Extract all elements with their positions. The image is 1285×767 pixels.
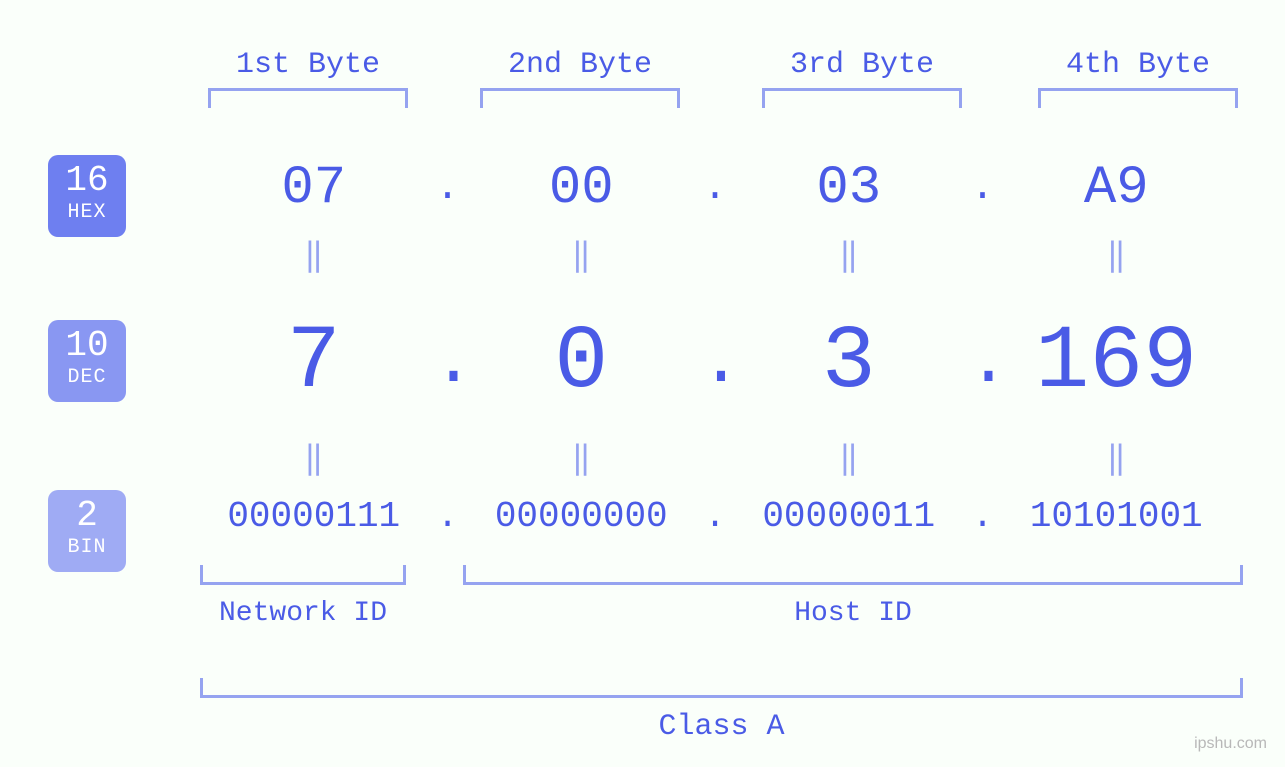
ip-diagram: 1st Byte 2nd Byte 3rd Byte 4th Byte 16 H… (0, 0, 1285, 767)
dec-byte-2: 0 (463, 312, 701, 414)
equals-icon: ‖ (998, 235, 1236, 275)
equals-icon: ‖ (463, 235, 701, 275)
byte-bracket-3 (762, 88, 962, 108)
byte-bracket-1 (208, 88, 408, 108)
class-label: Class A (200, 710, 1243, 744)
bin-byte-4: 10101001 (998, 496, 1236, 537)
dot-icon: . (700, 166, 730, 211)
dot-icon: . (968, 166, 998, 211)
base-badge-bin: 2 BIN (48, 490, 126, 572)
host-bracket (463, 565, 1243, 585)
hex-byte-3: 03 (730, 158, 968, 219)
dot-icon: . (968, 324, 998, 403)
bin-byte-1: 00000111 (195, 496, 433, 537)
base-badge-hex: 16 HEX (48, 155, 126, 237)
equals-row-1: ‖ ‖ ‖ ‖ (195, 235, 1235, 275)
byte-title-3: 3rd Byte (752, 48, 972, 82)
base-num-hex: 16 (48, 163, 126, 199)
base-name-hex: HEX (48, 201, 126, 224)
bin-byte-2: 00000000 (463, 496, 701, 537)
equals-icon: ‖ (730, 235, 968, 275)
dot-icon: . (433, 166, 463, 211)
byte-bracket-4 (1038, 88, 1238, 108)
dec-row: 7 . 0 . 3 . 169 (195, 312, 1235, 414)
base-name-bin: BIN (48, 536, 126, 559)
host-label: Host ID (463, 598, 1243, 629)
network-bracket (200, 565, 406, 585)
hex-row: 07 . 00 . 03 . A9 (195, 158, 1235, 219)
byte-title-1: 1st Byte (198, 48, 418, 82)
hex-byte-2: 00 (463, 158, 701, 219)
equals-icon: ‖ (463, 438, 701, 478)
hex-byte-4: A9 (998, 158, 1236, 219)
byte-bracket-2 (480, 88, 680, 108)
equals-icon: ‖ (730, 438, 968, 478)
dot-icon: . (433, 496, 463, 537)
hex-byte-1: 07 (195, 158, 433, 219)
equals-icon: ‖ (195, 438, 433, 478)
dot-icon: . (433, 324, 463, 403)
bin-row: 00000111 . 00000000 . 00000011 . 1010100… (195, 496, 1235, 537)
base-num-dec: 10 (48, 328, 126, 364)
dot-icon: . (968, 496, 998, 537)
equals-row-2: ‖ ‖ ‖ ‖ (195, 438, 1235, 478)
network-label: Network ID (200, 598, 406, 629)
byte-title-2: 2nd Byte (470, 48, 690, 82)
class-bracket (200, 678, 1243, 698)
bin-byte-3: 00000011 (730, 496, 968, 537)
dec-byte-3: 3 (730, 312, 968, 414)
base-num-bin: 2 (48, 498, 126, 534)
base-name-dec: DEC (48, 366, 126, 389)
dec-byte-4: 169 (998, 312, 1236, 414)
watermark: ipshu.com (1194, 735, 1267, 753)
dot-icon: . (700, 324, 730, 403)
base-badge-dec: 10 DEC (48, 320, 126, 402)
byte-title-4: 4th Byte (1028, 48, 1248, 82)
dot-icon: . (700, 496, 730, 537)
equals-icon: ‖ (195, 235, 433, 275)
dec-byte-1: 7 (195, 312, 433, 414)
equals-icon: ‖ (998, 438, 1236, 478)
